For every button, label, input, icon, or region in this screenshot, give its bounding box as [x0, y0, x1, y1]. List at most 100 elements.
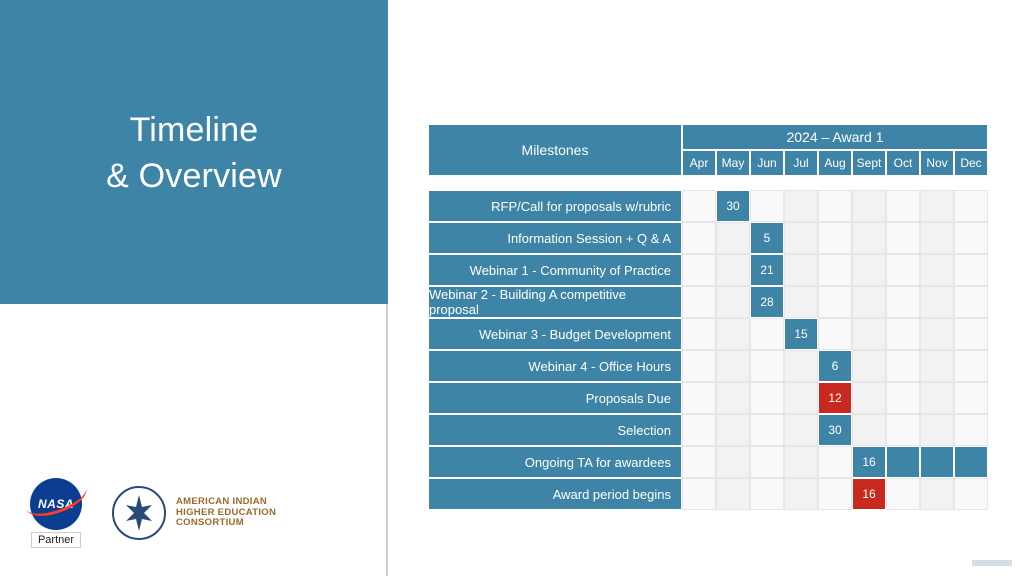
- timeline-cell: [886, 414, 920, 446]
- row-cells: 30: [682, 190, 988, 222]
- month-header-cell: Apr: [682, 150, 716, 176]
- timeline-cell: [886, 382, 920, 414]
- timeline-cell: [920, 254, 954, 286]
- timeline-cell: [682, 254, 716, 286]
- milestone-label: Information Session + Q & A: [428, 222, 682, 254]
- timeline-cell: [818, 254, 852, 286]
- timeline-cell: [784, 382, 818, 414]
- timeline-cell: [682, 222, 716, 254]
- nasa-meatball-icon: NASA: [30, 478, 82, 530]
- milestone-label: Webinar 2 - Building A competitive propo…: [428, 286, 682, 318]
- timeline-cell: [954, 190, 988, 222]
- row-cells: 21: [682, 254, 988, 286]
- aihec-line-1: AMERICAN INDIAN: [176, 497, 276, 508]
- month-header-cell: Aug: [818, 150, 852, 176]
- timeline-cell: [852, 222, 886, 254]
- timeline-cell: [716, 446, 750, 478]
- month-header-cell: Jul: [784, 150, 818, 176]
- timeline-cell: [954, 254, 988, 286]
- timeline-cell: [818, 446, 852, 478]
- timeline-cell: [784, 190, 818, 222]
- slide: Timeline & Overview NASA Partner AMERICA…: [0, 0, 1024, 576]
- timeline-cell: [920, 286, 954, 318]
- timeline-cell: [682, 478, 716, 510]
- month-header-cell: Dec: [954, 150, 988, 176]
- timeline-cell: [784, 254, 818, 286]
- table-row: Selection 30: [428, 414, 988, 446]
- title-line-2: & Overview: [106, 154, 282, 200]
- timeline-cell: 15: [784, 318, 818, 350]
- table-row: Webinar 2 - Building A competitive propo…: [428, 286, 988, 318]
- timeline-cell: [750, 350, 784, 382]
- timeline-cell: [716, 382, 750, 414]
- timeline-cell: 21: [750, 254, 784, 286]
- table-row: Ongoing TA for awardees 16: [428, 446, 988, 478]
- timeline-cell: 5: [750, 222, 784, 254]
- month-header-cell: Sept: [852, 150, 886, 176]
- table-row: Webinar 4 - Office Hours6: [428, 350, 988, 382]
- timeline-cell: [784, 446, 818, 478]
- milestone-label: Webinar 3 - Budget Development: [428, 318, 682, 350]
- timeline-cell: [682, 382, 716, 414]
- timeline-cell: [920, 478, 954, 510]
- timeline-cell: [716, 254, 750, 286]
- timeline-cell: [852, 414, 886, 446]
- timeline-cell: [886, 350, 920, 382]
- milestone-label: Ongoing TA for awardees: [428, 446, 682, 478]
- timeline-cell: [784, 350, 818, 382]
- timeline-cell: [920, 318, 954, 350]
- timeline-cell: 30: [818, 414, 852, 446]
- timeline-cell: [852, 318, 886, 350]
- table-row: Webinar 1 - Community of Practice21: [428, 254, 988, 286]
- milestone-label: Selection: [428, 414, 682, 446]
- aihec-text: AMERICAN INDIAN HIGHER EDUCATION CONSORT…: [176, 497, 276, 530]
- title-line-1: Timeline: [130, 108, 259, 154]
- timeline-cell: [682, 286, 716, 318]
- timeline-cell: [750, 478, 784, 510]
- milestone-label: Proposals Due: [428, 382, 682, 414]
- title-block: Timeline & Overview: [0, 0, 388, 304]
- aihec-line-3: CONSORTIUM: [176, 518, 276, 529]
- timeline-cell: [920, 190, 954, 222]
- timeline-cell: 12: [818, 382, 852, 414]
- header-row: Milestones 2024 – Award 1 AprMayJunJulAu…: [428, 124, 988, 176]
- timeline-cell: [716, 350, 750, 382]
- timeline-cell: [682, 446, 716, 478]
- timeline-cell: 16: [852, 446, 886, 478]
- timeline-cell: [886, 286, 920, 318]
- header-gap: [428, 176, 988, 190]
- timeline-cell: 16: [852, 478, 886, 510]
- timeline-cell: [818, 286, 852, 318]
- year-header: 2024 – Award 1: [682, 124, 988, 150]
- timeline-cell: [886, 254, 920, 286]
- row-cells: 15: [682, 318, 988, 350]
- timeline-cell: [750, 382, 784, 414]
- timeline-cell: [682, 190, 716, 222]
- timeline-cell: [954, 286, 988, 318]
- timeline-cell: [750, 318, 784, 350]
- table-row: Information Session + Q & A 5: [428, 222, 988, 254]
- timeline-cell: 28: [750, 286, 784, 318]
- timeline-cell: [886, 446, 920, 478]
- timeline-cell: [852, 350, 886, 382]
- timeline-cell: [682, 350, 716, 382]
- timeline-cell: [750, 190, 784, 222]
- table-row: Webinar 3 - Budget Development 15: [428, 318, 988, 350]
- timeline-cell: [920, 446, 954, 478]
- nasa-swoosh-icon: [21, 473, 91, 523]
- timeline-cell: [954, 222, 988, 254]
- timeline-cell: [682, 318, 716, 350]
- timeline-cell: [784, 414, 818, 446]
- timeline-cell: [886, 222, 920, 254]
- timeline-cell: [954, 446, 988, 478]
- month-header-cell: Nov: [920, 150, 954, 176]
- row-cells: 16: [682, 446, 988, 478]
- logo-row: NASA Partner AMERICAN INDIAN HIGHER EDUC…: [30, 478, 276, 548]
- timeline-cell: [852, 382, 886, 414]
- timeline-cell: 30: [716, 190, 750, 222]
- timeline-cell: [818, 222, 852, 254]
- timeline-cell: [852, 190, 886, 222]
- timeline-cell: [682, 414, 716, 446]
- timeline-table: Milestones 2024 – Award 1 AprMayJunJulAu…: [428, 124, 988, 510]
- timeline-cell: [954, 350, 988, 382]
